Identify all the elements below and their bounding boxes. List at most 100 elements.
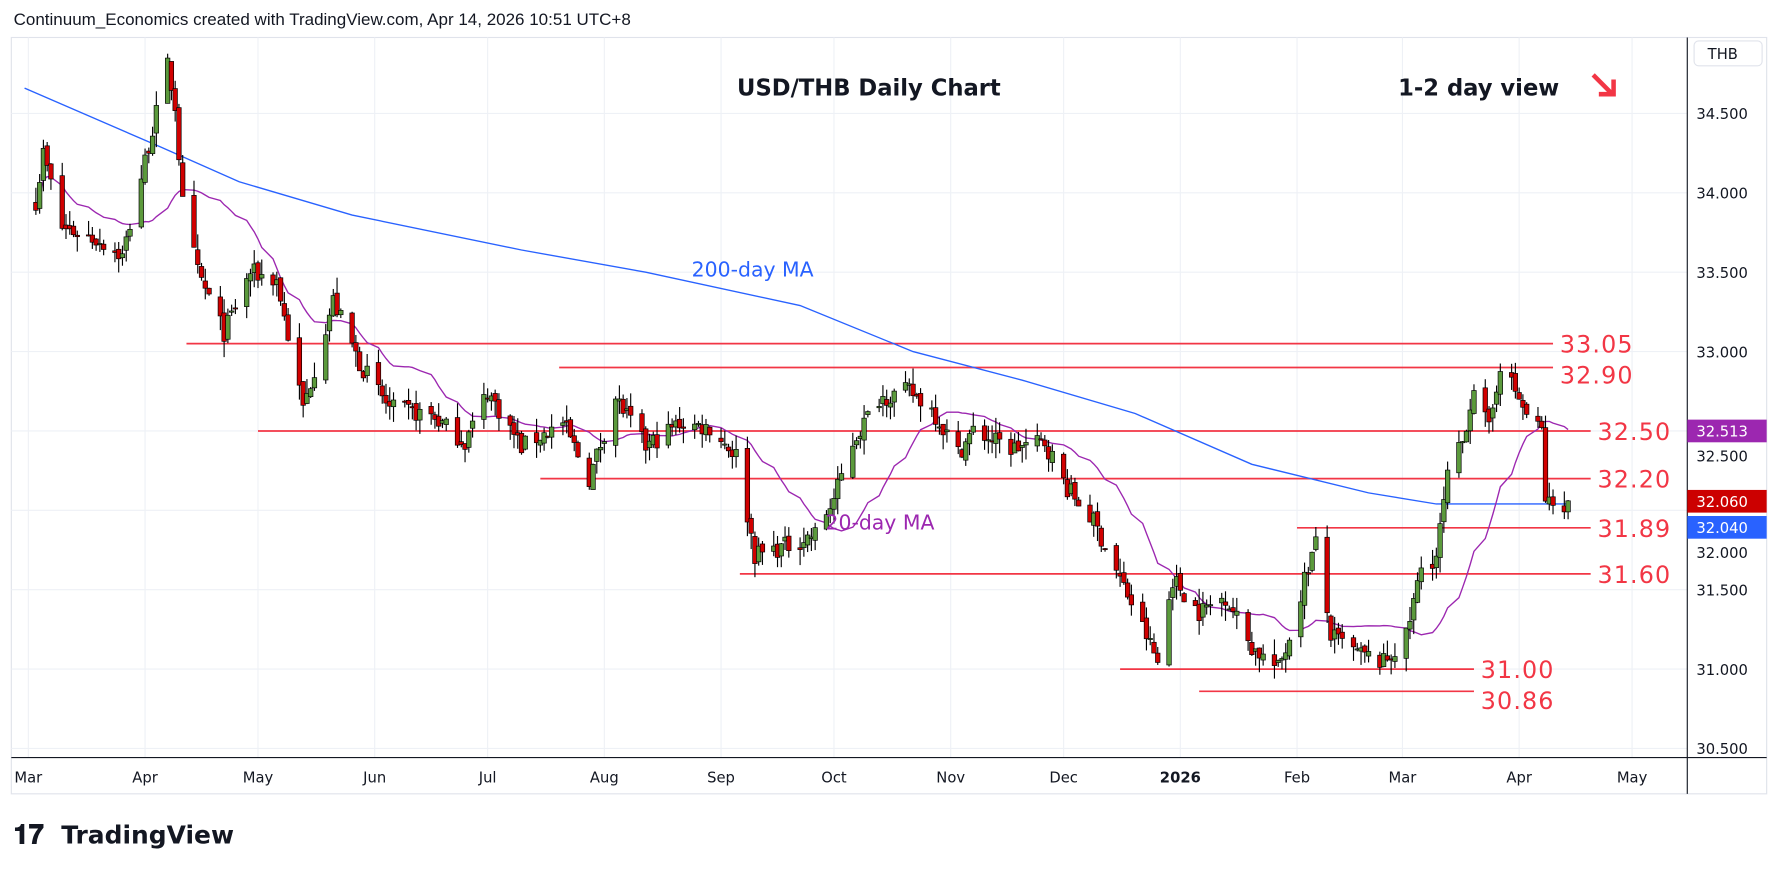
candle	[323, 324, 329, 384]
candle-body-up	[153, 105, 159, 134]
candle-body-down	[1151, 641, 1157, 654]
candle-body-down	[458, 441, 464, 445]
ma200-label: 200-day MA	[692, 258, 814, 282]
candle-body-up	[1332, 629, 1338, 640]
candle-body-down	[1305, 572, 1311, 575]
candle	[533, 418, 540, 458]
y-tick-label: 31.500	[1696, 582, 1748, 599]
candle	[277, 277, 284, 306]
last-price-tag: 32.060	[1687, 489, 1767, 513]
candle	[1271, 639, 1278, 679]
candle-body-up	[831, 498, 837, 510]
tradingview-logo[interactable]: 𝟏𝟕 TradingView	[14, 820, 234, 851]
candle	[1328, 614, 1334, 648]
candle	[891, 388, 897, 417]
candle	[838, 463, 845, 481]
time-axis[interactable]: Mar Apr May Jun Jul Aug Sep Oct Nov Dec 2026 Feb Mar…	[14, 769, 1647, 786]
candle	[718, 428, 724, 449]
candle	[1275, 659, 1281, 667]
candle	[244, 273, 250, 319]
candle-body-down	[1072, 482, 1078, 500]
candle	[1207, 595, 1214, 616]
candle	[138, 165, 144, 229]
candle-body-up	[1418, 567, 1424, 583]
candle-body-up	[323, 334, 329, 381]
candle-body-up	[304, 392, 310, 404]
candle-body-down	[1128, 594, 1134, 606]
currency-button[interactable]	[1693, 40, 1763, 67]
candle-body-down	[1384, 655, 1390, 661]
y-tick-label: 32.500	[1696, 449, 1748, 466]
candle-body-up	[229, 310, 235, 313]
candle-body-up	[1445, 469, 1451, 504]
candle-body-down	[725, 446, 732, 452]
candle-body-down	[1335, 627, 1342, 635]
candle-body-up	[944, 429, 950, 433]
candle	[575, 440, 581, 458]
candle	[1309, 551, 1315, 573]
candle	[168, 61, 175, 101]
y-tick-label: 31.000	[1696, 662, 1748, 679]
candle	[1192, 597, 1198, 607]
candle-body-up	[1441, 499, 1447, 523]
candle-body-up	[1490, 407, 1496, 419]
candle	[560, 416, 566, 436]
candle-body-up	[590, 464, 596, 490]
candle	[353, 334, 359, 367]
candle	[1381, 643, 1387, 668]
y-tick-label: 33.000	[1696, 344, 1748, 361]
level-label: 31.00	[1481, 656, 1555, 684]
candle	[89, 227, 95, 249]
candle-body-down	[1230, 607, 1236, 612]
x-tick-label: May	[1617, 769, 1648, 786]
candle	[1155, 646, 1161, 665]
x-tick-label: Apr	[1506, 769, 1532, 786]
candle-body-down	[172, 88, 178, 111]
candle	[1170, 578, 1176, 611]
candle	[1365, 639, 1372, 663]
candle-body-up	[1200, 603, 1206, 618]
candle-body-up	[1234, 610, 1240, 616]
x-tick-label: May	[243, 769, 274, 786]
candle	[436, 403, 442, 432]
candle	[127, 223, 133, 242]
candle	[101, 239, 107, 256]
candle	[1023, 428, 1029, 460]
candle	[639, 409, 645, 444]
candle-body-down	[168, 61, 175, 91]
candle	[1542, 415, 1549, 503]
candle	[1061, 452, 1067, 485]
x-tick-label: Mar	[14, 769, 43, 786]
level-label: 32.90	[1560, 361, 1634, 389]
candle	[1516, 387, 1522, 400]
ma20-label: 20-day MA	[826, 511, 935, 535]
ma20-price-tag: 32.513	[1687, 419, 1767, 443]
candle	[198, 262, 205, 281]
candle	[1125, 578, 1131, 600]
candle-body-up	[443, 418, 449, 425]
candle	[1245, 609, 1251, 651]
candle	[748, 513, 754, 550]
candle-body-down	[1482, 387, 1488, 413]
view-label: 1-2 day view	[1398, 75, 1559, 101]
candle-body-down	[1550, 496, 1556, 506]
candle	[1418, 556, 1424, 590]
candle	[940, 423, 946, 450]
candle	[756, 537, 762, 566]
candle-body-up	[1275, 660, 1281, 663]
candle-body-down	[567, 419, 574, 438]
candle-body-up	[1023, 442, 1029, 446]
candle-body-down	[44, 145, 50, 166]
candle	[1524, 402, 1530, 419]
candle-body-down	[1339, 631, 1345, 639]
candle-body-up	[1166, 599, 1172, 666]
y-tick-label: 30.500	[1696, 741, 1748, 758]
price-axis[interactable]: 34.500 34.000 33.500 33.000 32.500 32.000 31.5…	[1696, 106, 1748, 758]
candle	[255, 260, 261, 289]
candle	[1177, 567, 1183, 597]
candle-body-down	[428, 406, 434, 415]
level-label: 32.20	[1597, 466, 1671, 494]
candle-body-up	[970, 425, 976, 433]
svg-text:32.513: 32.513	[1696, 424, 1748, 441]
candle	[1147, 626, 1153, 646]
